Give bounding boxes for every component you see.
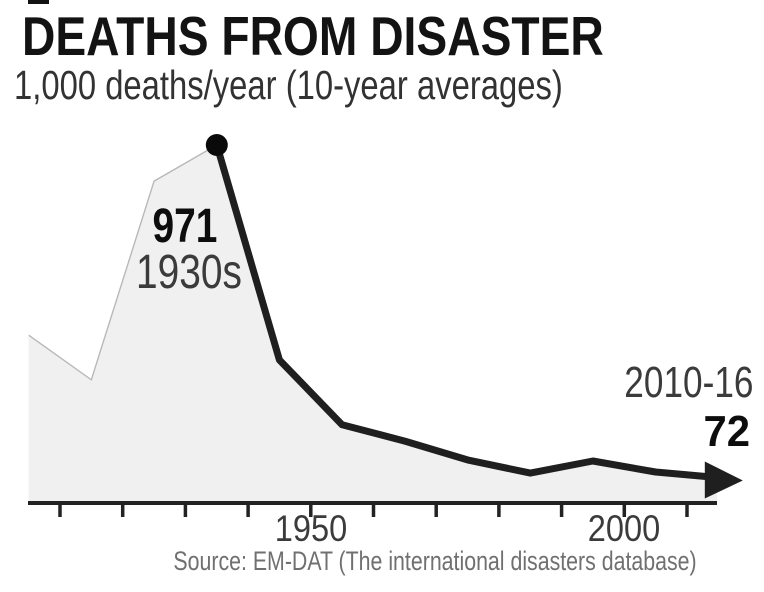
chart-subtitle: 1,000 deaths/year (10-year averages) <box>14 62 563 108</box>
latest-period-label: 2010-16 <box>623 358 753 407</box>
area-fill <box>28 145 717 503</box>
x-tick-label-1950: 1950 <box>274 508 348 549</box>
chart-title: DEATHS FROM DISASTER <box>22 5 604 67</box>
peak-value-label: 971 <box>152 200 218 253</box>
arrowhead-icon <box>704 461 743 499</box>
latest-value-label: 72 <box>703 407 750 456</box>
early-decades-thin-line <box>28 144 218 381</box>
x-axis-ticks <box>58 503 689 517</box>
peak-decade-label: 1930s <box>136 246 242 299</box>
peak-dot-marker <box>205 134 228 156</box>
source-note: Source: EM-DAT (The international disast… <box>173 546 697 576</box>
cropped-artifact-mark <box>28 0 49 4</box>
x-tick-label-2000: 2000 <box>588 508 661 549</box>
main-trend-line <box>213 141 710 480</box>
